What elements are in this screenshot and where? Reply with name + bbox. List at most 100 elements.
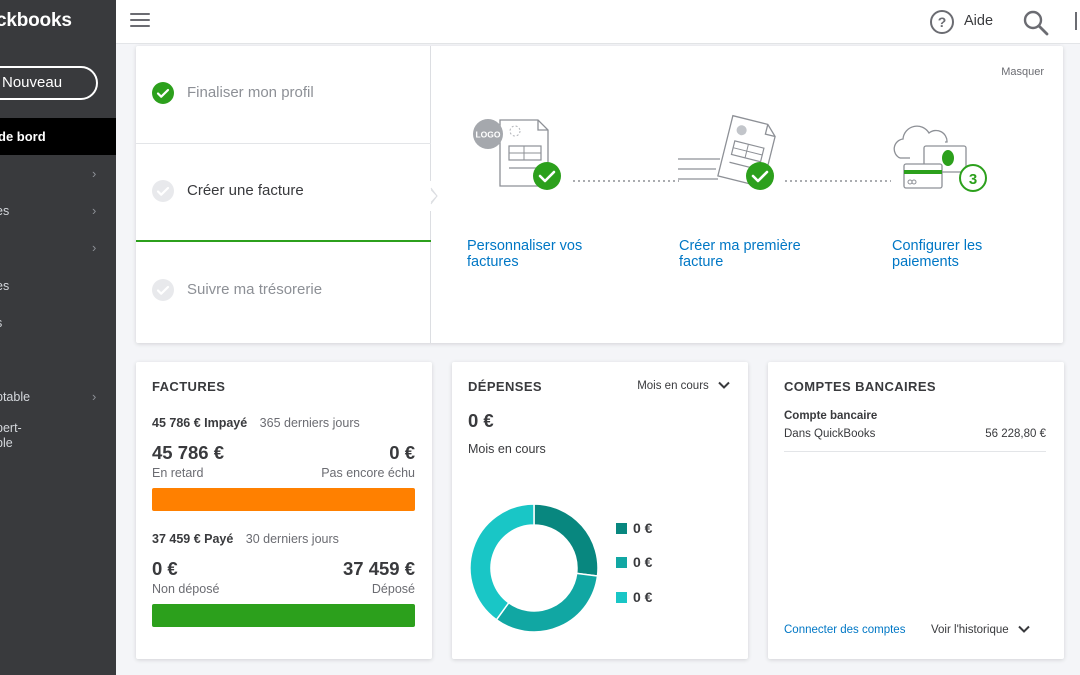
not-due-amount: 0 € (389, 442, 415, 463)
paid-total: 37 459 € Payé (152, 532, 234, 546)
new-button[interactable]: Nouveau (0, 66, 98, 100)
chevron-right-icon: › (92, 166, 97, 181)
setup-step-profile[interactable]: Finaliser mon profil (136, 46, 431, 144)
configure-payments-link[interactable]: Configurer les paiements (892, 238, 982, 270)
bank-accounts-card: COMPTES BANCAIRES Compte bancaire Dans Q… (768, 362, 1064, 659)
legend-value-1: 0 € (633, 520, 653, 536)
task-link-line: Personnaliser vos (467, 238, 583, 254)
task-link-line: facture (679, 254, 724, 270)
not-deposited-amount: 0 € (152, 558, 178, 579)
setup-card: Finaliser mon profil Créer une facture S… (136, 46, 1063, 343)
sidebar-item-6[interactable] (0, 352, 116, 372)
quickbooks-logo: ckbooks (0, 10, 72, 31)
period-dropdown-value: Mois en cours (637, 380, 709, 392)
deposited-label: Déposé (371, 582, 415, 596)
sidebar-item-label: s (0, 315, 2, 331)
overdue-amount: 45 786 € (152, 442, 225, 463)
donut-segment-3[interactable] (469, 503, 535, 621)
menu-icon[interactable] (130, 13, 150, 29)
step-number-badge: 3 (969, 171, 977, 188)
task-link-line: factures (467, 254, 519, 270)
paid-period: 30 derniers jours (245, 532, 339, 546)
invoices-card[interactable]: FACTURES 45 786 € Impayé 365 derniers jo… (136, 362, 432, 659)
overdue-bar[interactable] (152, 488, 415, 511)
overdue-label: En retard (152, 466, 204, 480)
setup-steps: Finaliser mon profil Créer une facture S… (136, 46, 431, 343)
sidebar-item-4[interactable]: es (0, 278, 116, 298)
help-label[interactable]: Aide (964, 13, 994, 29)
donut-segment-2[interactable] (495, 572, 599, 633)
dotted-connector (785, 180, 891, 182)
chevron-right-icon: › (92, 389, 97, 404)
create-invoice-icon (678, 114, 776, 190)
unpaid-total: 45 786 € Impayé (152, 416, 248, 430)
invoices-title: FACTURES (152, 379, 226, 394)
step-pointer (423, 181, 438, 211)
view-history-link[interactable]: Voir l'historique (931, 624, 1030, 636)
dotted-connector (573, 180, 679, 182)
expenses-donut-chart[interactable] (468, 502, 600, 634)
sidebar-item-7[interactable]: ptable › (0, 389, 116, 409)
create-first-invoice-link[interactable]: Créer ma première facture (679, 238, 801, 270)
chevron-right-icon: › (92, 203, 97, 218)
check-circle-icon (152, 82, 174, 104)
sidebar-item-2[interactable]: es › (0, 203, 116, 223)
sidebar-item-label: es (0, 204, 10, 218)
chevron-down-icon (1018, 626, 1030, 634)
task-link-line: Configurer les (892, 238, 983, 254)
donut-segment-1[interactable] (533, 503, 599, 577)
sidebar-item-5[interactable]: s (0, 315, 116, 335)
expenses-title: DÉPENSES (468, 379, 543, 394)
setup-step-invoice[interactable]: Créer une facture (136, 144, 431, 242)
sidebar-item-label: ble (0, 436, 13, 450)
sidebar-item-label: pert- (0, 421, 22, 435)
sidebar-item-label: es (0, 279, 10, 293)
unpaid-period: 365 derniers jours (259, 416, 360, 430)
customize-invoice-icon: LOGO (473, 119, 561, 190)
customize-invoices-link[interactable]: Personnaliser vos factures (467, 238, 582, 270)
notification-icon[interactable] (1075, 12, 1080, 30)
hide-link[interactable]: Masquer (1001, 66, 1044, 78)
period-dropdown[interactable]: Mois en cours (637, 380, 730, 392)
sidebar-item-dashboard[interactable]: de bord (0, 118, 116, 155)
view-history-label: Voir l'historique (931, 624, 1009, 636)
search-icon[interactable] (1022, 9, 1050, 37)
expenses-card[interactable]: DÉPENSES Mois en cours 0 € Mois en cours… (452, 362, 748, 659)
setup-step-label: Suivre ma trésorerie (187, 281, 323, 298)
setup-step-label: Finaliser mon profil (187, 84, 314, 101)
sidebar-item-label: de bord (0, 129, 46, 144)
deposited-bar[interactable] (152, 604, 415, 627)
sidebar: ckbooks Nouveau de bord › es › › es s pt… (0, 0, 116, 675)
sidebar-item-1[interactable]: › (0, 166, 116, 186)
sidebar-item-label: ptable (0, 390, 31, 404)
legend-swatch-3 (616, 592, 627, 603)
connect-accounts-link[interactable]: Connecter des comptes (784, 624, 906, 636)
unpaid-summary: 45 786 € Impayé 365 derniers jours (152, 414, 360, 432)
account-name[interactable]: Compte bancaire (784, 410, 878, 422)
sidebar-item-8[interactable]: pert- ble (0, 420, 116, 452)
sidebar-item-3[interactable]: › (0, 240, 116, 260)
paid-summary: 37 459 € Payé 30 derniers jours (152, 530, 339, 548)
setup-step-cashflow[interactable]: Suivre ma trésorerie (136, 243, 431, 341)
check-circle-icon (152, 279, 174, 301)
task-link-line: Créer ma première (679, 238, 801, 254)
chevron-down-icon (718, 382, 730, 390)
divider (784, 451, 1046, 452)
account-balance: 56 228,80 € (985, 428, 1046, 440)
logo-badge: LOGO (475, 130, 500, 140)
expenses-period-label: Mois en cours (468, 442, 546, 456)
help-icon[interactable]: ? (930, 10, 954, 34)
expenses-total: 0 € (468, 410, 494, 431)
task-link-line: paiements (892, 254, 959, 270)
setup-step-label: Créer une facture (187, 182, 304, 199)
chevron-right-icon: › (92, 240, 97, 255)
account-source: Dans QuickBooks (784, 428, 876, 440)
legend-swatch-1 (616, 523, 627, 534)
not-due-label: Pas encore échu (321, 466, 415, 480)
topbar: ? Aide (116, 0, 1080, 44)
payments-setup-icon: 3 (893, 125, 987, 192)
legend-value-2: 0 € (633, 554, 653, 570)
legend-value-3: 0 € (633, 589, 653, 605)
not-deposited-label: Non déposé (152, 582, 220, 596)
check-circle-icon (152, 180, 174, 202)
